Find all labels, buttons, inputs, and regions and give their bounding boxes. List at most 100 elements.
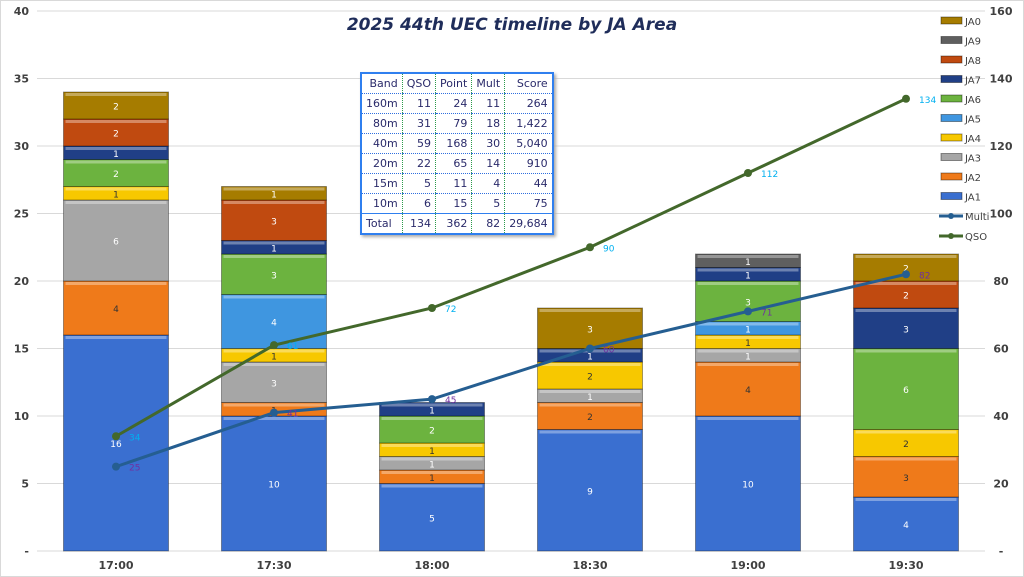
- table-cell: 5,040: [504, 133, 553, 154]
- bar-data-label: 10: [268, 481, 280, 491]
- x-tick-label: 17:00: [98, 559, 133, 572]
- bar-highlight: [65, 93, 167, 96]
- line-data-label: 41: [287, 410, 298, 420]
- y-tick-label: 20: [14, 275, 30, 288]
- y-tick-label: 25: [14, 208, 29, 221]
- bar-data-label: 2: [903, 265, 909, 275]
- y2-tick-label: 60: [993, 343, 1009, 356]
- bar-data-label: 1: [429, 406, 435, 416]
- line-data-label: 134: [919, 96, 936, 106]
- bar-highlight: [697, 255, 799, 258]
- table-cell: 75: [504, 193, 553, 214]
- table-cell: 264: [504, 93, 553, 114]
- table-row: 20m 22 65 14 910: [361, 153, 553, 174]
- score-table: Band QSO Point Mult Score 160m 11 24 11 264 80m 31…: [360, 72, 554, 235]
- legend-swatch: [940, 36, 963, 44]
- bar-data-label: 1: [429, 460, 435, 470]
- bar-data-label: 1: [745, 339, 751, 349]
- bar-highlight: [223, 349, 325, 353]
- legend-label: JA2: [964, 173, 981, 184]
- table-cell: 20m: [361, 153, 403, 174]
- bar-highlight: [381, 471, 483, 474]
- bar-highlight: [539, 430, 641, 434]
- bar-data-label: 4: [903, 521, 909, 531]
- line-data-label: 45: [445, 396, 456, 406]
- bar-data-label: 4: [745, 386, 751, 396]
- legend-marker: [948, 233, 954, 239]
- bar-highlight: [65, 147, 167, 150]
- table-cell: 59: [401, 133, 436, 154]
- bar-highlight: [223, 295, 325, 299]
- bar-data-label: 1: [271, 352, 277, 362]
- bar-highlight: [697, 336, 799, 339]
- table-cell: 24: [435, 93, 472, 114]
- table-cell: 15m: [361, 173, 403, 194]
- table-cell: 80m: [361, 113, 403, 134]
- bar-highlight: [855, 349, 957, 353]
- y2-tick-label: 140: [990, 73, 1013, 86]
- legend-swatch: [940, 153, 963, 161]
- bar-segment-ja6: [63, 159, 169, 187]
- bar-data-label: 16: [110, 440, 122, 450]
- bar-segment-ja2: [695, 361, 801, 417]
- bar-data-label: 2: [903, 292, 909, 302]
- x-tick-label: 18:30: [572, 559, 607, 572]
- bar-highlight: [855, 498, 957, 501]
- y-tick-label: 5: [21, 478, 29, 491]
- bar-data-label: 4: [113, 305, 119, 315]
- table-cell: 4: [471, 173, 505, 194]
- bar-segment-ja1: [221, 415, 327, 552]
- bar-data-label: 3: [271, 379, 277, 389]
- legend-label: JA1: [964, 193, 981, 204]
- bar-highlight: [65, 120, 167, 123]
- table-header-row: Band QSO Point Mult Score: [361, 73, 553, 94]
- bar-segment-ja0: [63, 91, 169, 120]
- legend-swatch: [940, 55, 963, 64]
- bar-data-label: 1: [271, 244, 277, 254]
- line-marker: [902, 270, 910, 279]
- x-tick-label: 19:30: [888, 559, 923, 572]
- bar-highlight: [697, 349, 799, 353]
- table-total-cell: 134: [401, 213, 436, 235]
- bar-highlight: [223, 241, 325, 245]
- table-row: 80m 31 79 18 1,422: [361, 113, 553, 134]
- bar-data-label: 3: [903, 474, 909, 484]
- table-cell: 6: [401, 193, 436, 214]
- table-cell: 168: [435, 133, 472, 154]
- bar-segment-ja2: [853, 456, 959, 498]
- bar-highlight: [381, 417, 483, 420]
- legend-swatch: [940, 94, 963, 103]
- bar-data-label: 3: [587, 325, 593, 335]
- y2-tick-label: 20: [993, 478, 1009, 491]
- table-total-cell: 82: [471, 213, 505, 235]
- table-cell: 31: [401, 113, 436, 134]
- x-tick-label: 19:00: [730, 559, 765, 572]
- bar-highlight: [381, 457, 483, 461]
- y2-tick-label: 100: [990, 208, 1013, 221]
- bar-data-label: 2: [587, 413, 593, 423]
- table-row: 160m 11 24 11 264: [361, 93, 553, 114]
- bar-data-label: 1: [429, 474, 435, 484]
- bar-segment-ja1: [537, 429, 643, 552]
- bar-data-label: 1: [587, 393, 593, 403]
- y2-tick-label: 40: [993, 410, 1009, 423]
- bar-highlight: [539, 309, 641, 312]
- table-cell: 11: [401, 93, 436, 114]
- bar-segment-ja2: [537, 402, 643, 430]
- legend-swatch: [940, 114, 963, 122]
- legend-label: JA0: [964, 17, 981, 28]
- legend-swatch: [940, 16, 963, 25]
- bar-segment-ja4: [537, 361, 643, 390]
- line-marker: [270, 341, 278, 350]
- table-header-cell: QSO: [401, 73, 436, 94]
- bar-highlight: [223, 187, 325, 191]
- bar-data-label: 4: [271, 319, 277, 329]
- line-marker: [744, 169, 752, 177]
- bar-data-label: 1: [113, 190, 119, 200]
- legend-swatch: [940, 192, 963, 200]
- bar-data-label: 1: [745, 258, 751, 268]
- bar-highlight: [65, 336, 167, 339]
- bar-highlight: [223, 403, 325, 407]
- line-marker: [112, 432, 120, 441]
